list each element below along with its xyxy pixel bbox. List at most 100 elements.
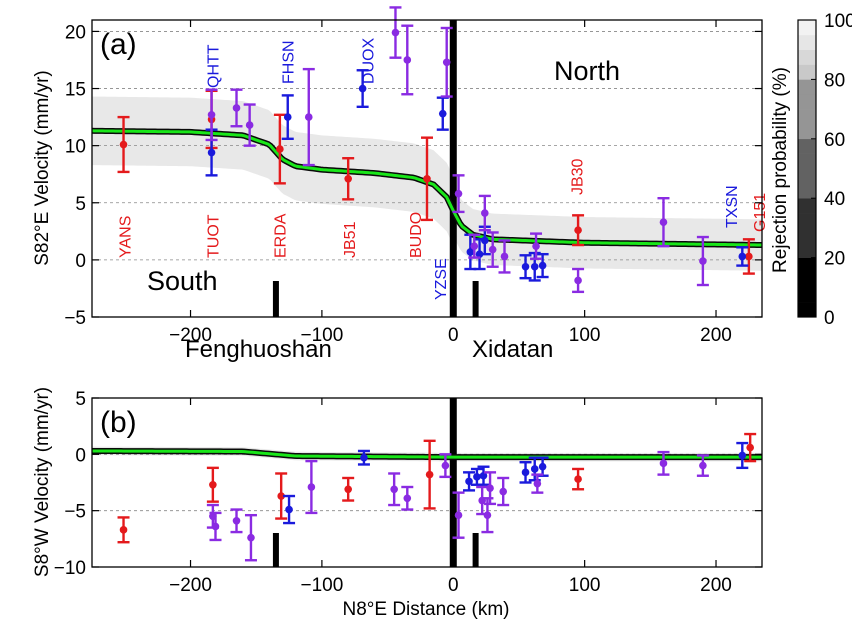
x-tick-label: 200 bbox=[700, 325, 732, 346]
data-marker bbox=[360, 453, 368, 462]
data-points-b bbox=[117, 432, 757, 562]
data-point-blue bbox=[536, 252, 549, 279]
plot-frame-b bbox=[91, 397, 763, 568]
data-marker bbox=[285, 505, 293, 514]
data-point-red bbox=[744, 432, 757, 463]
data-marker bbox=[277, 492, 285, 500]
fault-marker bbox=[272, 281, 279, 317]
site-label: YZSE bbox=[433, 258, 450, 300]
data-marker bbox=[699, 257, 707, 265]
y-tick-label: 10 bbox=[65, 137, 86, 158]
data-marker bbox=[390, 485, 398, 494]
data-marker bbox=[521, 262, 530, 271]
data-point-purple bbox=[401, 24, 414, 96]
data-point-purple bbox=[572, 267, 585, 294]
data-point-red bbox=[117, 115, 130, 174]
data-marker bbox=[441, 461, 450, 470]
y-tick-label: 0 bbox=[75, 445, 86, 466]
colorbar-step bbox=[798, 94, 816, 110]
data-point-purple bbox=[209, 511, 222, 542]
colorbar-tick-label: 100 bbox=[824, 11, 852, 32]
data-marker bbox=[119, 140, 128, 149]
y-tick-label: 5 bbox=[75, 194, 86, 215]
data-marker bbox=[574, 475, 582, 483]
data-marker bbox=[538, 261, 547, 270]
data-point-blue bbox=[356, 69, 369, 109]
data-point-blue bbox=[463, 471, 476, 492]
data-point-blue bbox=[519, 254, 532, 280]
data-marker bbox=[454, 511, 463, 519]
fault-marker bbox=[272, 533, 279, 567]
data-point-purple bbox=[230, 508, 243, 534]
fault-markers-b bbox=[272, 398, 479, 567]
x-tick-label: 100 bbox=[569, 325, 601, 346]
colorbar-step bbox=[798, 257, 816, 273]
fault-marker bbox=[449, 20, 457, 317]
data-point-red bbox=[273, 113, 286, 185]
data-marker bbox=[659, 459, 668, 468]
data-point-blue bbox=[736, 441, 749, 470]
grid-lines-a bbox=[92, 31, 762, 261]
data-point-purple bbox=[486, 231, 499, 268]
data-marker bbox=[538, 462, 547, 471]
x-tick-label: 0 bbox=[448, 325, 459, 346]
colorbar-step bbox=[798, 198, 816, 214]
y-tick-label: 0 bbox=[75, 251, 86, 272]
data-point-red bbox=[117, 516, 130, 544]
data-marker bbox=[574, 226, 582, 234]
data-marker bbox=[481, 236, 489, 245]
fault-marker bbox=[472, 533, 479, 567]
colorbar-step bbox=[798, 213, 816, 229]
data-marker bbox=[209, 480, 217, 489]
xidatan-label: Xidatan bbox=[472, 336, 553, 363]
data-marker bbox=[438, 109, 447, 118]
best-fit-line bbox=[91, 449, 762, 459]
data-marker bbox=[465, 477, 473, 486]
data-marker bbox=[738, 451, 747, 460]
data-marker bbox=[307, 483, 316, 491]
data-point-blue bbox=[357, 449, 370, 466]
site-label: TUOT bbox=[206, 214, 223, 258]
data-point-purple bbox=[452, 491, 465, 539]
x-tick-label: 200 bbox=[700, 575, 732, 596]
x-tick-label: −200 bbox=[169, 325, 212, 346]
data-marker bbox=[207, 148, 216, 157]
site-label: JB30 bbox=[569, 158, 586, 195]
fenghuoshan-label: Fenghuoshan bbox=[185, 336, 332, 363]
data-marker bbox=[521, 468, 530, 477]
colorbar-step bbox=[798, 20, 816, 36]
x-axis-label: N8°E Distance (km) bbox=[342, 599, 509, 620]
colorbar-step bbox=[798, 138, 816, 154]
y-axis-label-b: S8°W Velocity (mm/yr) bbox=[32, 387, 53, 577]
data-point-purple bbox=[478, 194, 491, 232]
data-point-purple bbox=[484, 471, 497, 506]
fault-marker bbox=[449, 398, 457, 567]
data-marker bbox=[304, 113, 313, 121]
site-label: YANS bbox=[118, 216, 135, 258]
data-marker bbox=[391, 28, 400, 37]
data-marker bbox=[488, 245, 497, 254]
colorbar-step bbox=[798, 168, 816, 184]
data-marker bbox=[533, 479, 542, 488]
data-point-purple bbox=[657, 196, 670, 248]
x-tick-label: 0 bbox=[448, 575, 459, 596]
data-point-purple bbox=[439, 453, 452, 479]
data-marker bbox=[276, 145, 284, 153]
x-tick-label: 100 bbox=[569, 575, 601, 596]
data-point-blue bbox=[470, 467, 483, 486]
data-point-purple bbox=[497, 476, 510, 507]
data-marker bbox=[466, 248, 475, 256]
site-label: FHSN bbox=[280, 40, 297, 84]
colorbar-step bbox=[798, 49, 816, 65]
site-label: JB51 bbox=[342, 221, 359, 258]
data-marker bbox=[403, 56, 412, 64]
colorbar-step bbox=[798, 227, 816, 244]
data-point-purple bbox=[531, 473, 544, 494]
fault-marker bbox=[472, 281, 479, 317]
data-point-purple bbox=[498, 239, 511, 274]
data-marker bbox=[486, 484, 494, 492]
data-points-a bbox=[117, 6, 755, 294]
data-point-blue bbox=[436, 96, 449, 131]
data-marker bbox=[574, 276, 582, 285]
colorbar-step bbox=[798, 302, 816, 318]
